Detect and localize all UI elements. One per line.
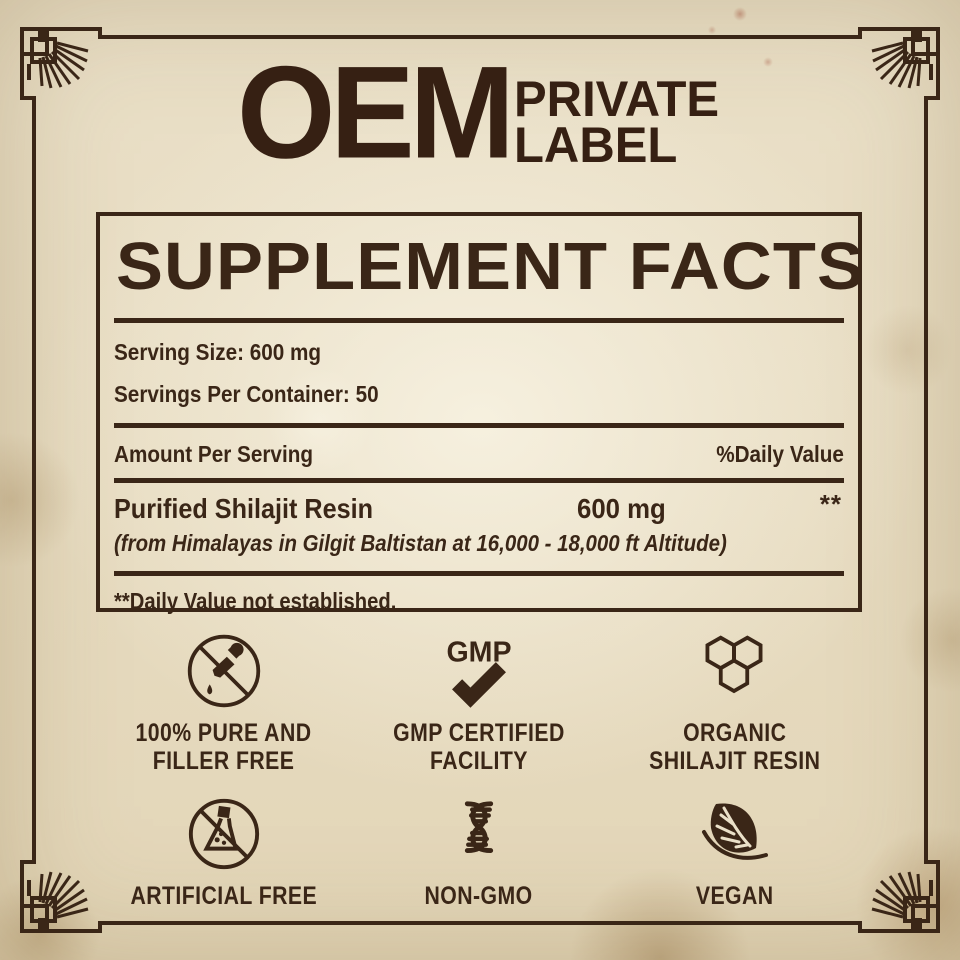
ingredient-source-text: (from Himalayas in Gilgit Baltistan at 1… (114, 530, 727, 556)
brand-tagline-line1: PRIVATE (514, 71, 720, 127)
ingredient-amount: 600 mg (577, 493, 666, 524)
brand-name: OEM (236, 39, 515, 187)
honeycomb-icon (694, 630, 774, 712)
footnote-text: **Daily Value not established. (114, 588, 397, 614)
dna-icon (440, 793, 518, 875)
amount-per-serving-label: Amount Per Serving (114, 441, 313, 467)
servings-per-container-text: Servings Per Container: 50 (114, 381, 379, 407)
no-flask-icon (185, 793, 263, 875)
badge-caption-line: SHILAJIT RESIN (648, 747, 820, 775)
badge-caption-line: 100% PURE AND (135, 719, 312, 747)
badge-non-gmo: NON-GMO (351, 793, 606, 910)
daily-value-header-label: %Daily Value (716, 441, 844, 467)
corner-ornament-bottom-right (871, 871, 940, 933)
supplement-facts-panel: SUPPLEMENT FACTS Serving Size: 600 mg Se… (96, 212, 864, 615)
badge-gmp-certified: GMP GMP CERTIFIED FACILITY (351, 630, 606, 775)
badge-caption: ARTIFICIAL FREE (114, 882, 334, 910)
badge-caption-line: VEGAN (695, 882, 774, 910)
frame-left-line (20, 52, 36, 908)
badge-vegan: VEGAN (607, 793, 862, 910)
ingredient-row: Purified Shilajit Resin 600 mg ** (114, 489, 844, 524)
badge-organic-resin: ORGANIC SHILAJIT RESIN (607, 630, 862, 775)
footnote-row: **Daily Value not established. (114, 588, 844, 615)
brand-tagline-line2: LABEL (514, 117, 678, 173)
badge-caption: NON-GMO (415, 882, 542, 910)
corner-ornament-top-right (871, 27, 940, 89)
ingredient-daily-value: ** (819, 489, 842, 519)
ingredient-source-row: (from Himalayas in Gilgit Baltistan at 1… (114, 530, 844, 557)
leaf-icon (694, 793, 774, 875)
panel-title: SUPPLEMENT FACTS (116, 228, 866, 304)
badge-caption-line: ORGANIC (682, 719, 786, 747)
amount-per-serving-header-row: Amount Per Serving %Daily Value (114, 441, 844, 468)
divider (114, 423, 844, 428)
no-dropper-icon (184, 630, 264, 712)
badge-caption-line: FILLER FREE (152, 747, 295, 775)
badge-artificial-free: ARTIFICIAL FREE (96, 793, 351, 910)
brand-logo: OEM PRIVATE LABEL (0, 39, 960, 187)
badge-caption-line: NON-GMO (424, 882, 534, 910)
divider (114, 318, 844, 323)
badge-caption-line: ARTIFICIAL FREE (130, 882, 317, 910)
servings-per-container-row: Servings Per Container: 50 (114, 381, 844, 408)
badge-caption: GMP CERTIFIED FACILITY (378, 719, 580, 775)
badge-caption: VEGAN (689, 882, 780, 910)
svg-text:GMP: GMP (446, 636, 511, 668)
badge-caption: ORGANIC SHILAJIT RESIN (634, 719, 835, 775)
frame-top-line (47, 27, 913, 39)
frame-right-line (924, 52, 940, 908)
badge-caption-line: GMP CERTIFIED (393, 719, 565, 747)
frame-bottom-line (47, 921, 913, 933)
brand-tagline: PRIVATE LABEL (514, 71, 723, 173)
serving-size-row: Serving Size: 600 mg (114, 339, 844, 366)
divider (114, 571, 844, 576)
sunburst-rays (38, 41, 89, 89)
corner-ornament-bottom-left (20, 871, 89, 933)
feature-badges: 100% PURE AND FILLER FREE GMP GMP CERTIF… (96, 630, 862, 910)
ingredient-name: Purified Shilajit Resin (114, 493, 374, 524)
gmp-check-icon: GMP (439, 630, 519, 712)
badge-caption: 100% PURE AND FILLER FREE (120, 719, 327, 775)
serving-size-text: Serving Size: 600 mg (114, 339, 322, 365)
badge-pure-filler-free: 100% PURE AND FILLER FREE (96, 630, 351, 775)
divider (114, 478, 844, 483)
corner-ornament-top-left (20, 27, 89, 89)
badge-caption-line: FACILITY (430, 747, 528, 775)
